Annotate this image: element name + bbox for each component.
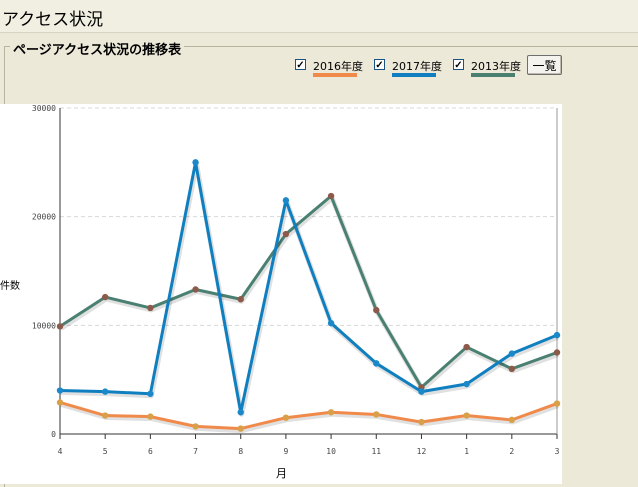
series-line-2013年度 xyxy=(59,194,558,389)
data-point xyxy=(373,360,380,367)
x-tick-label: 11 xyxy=(371,447,381,456)
legend-label-2017: 2017年度 xyxy=(392,60,442,73)
x-tick-label: 3 xyxy=(555,447,560,456)
data-point xyxy=(418,388,425,395)
data-point xyxy=(282,414,290,421)
x-tick-label: 1 xyxy=(464,447,469,456)
data-point xyxy=(373,411,380,418)
data-point xyxy=(147,390,154,397)
list-view-button[interactable]: 一覧 xyxy=(527,55,562,75)
data-point xyxy=(237,409,244,416)
page-title: アクセス状況 xyxy=(2,10,104,30)
legend-swatch-2016 xyxy=(313,73,357,77)
data-point xyxy=(56,387,64,394)
data-point xyxy=(553,400,561,407)
checkbox-2016[interactable]: ✓ xyxy=(295,59,306,71)
y-tick-label: 0 xyxy=(51,430,56,439)
checkmark-icon: ✓ xyxy=(296,60,305,71)
data-point xyxy=(463,380,470,388)
y-tick-label: 30000 xyxy=(32,104,56,113)
x-tick-label: 6 xyxy=(148,447,153,456)
data-point xyxy=(508,365,516,372)
checkbox-2017[interactable]: ✓ xyxy=(374,59,385,71)
y-tick-label: 10000 xyxy=(32,321,56,330)
series-line-shadow xyxy=(60,161,559,417)
x-tick-label: 8 xyxy=(238,447,243,456)
data-point xyxy=(327,319,335,327)
x-tick-label: 10 xyxy=(326,447,336,456)
data-point xyxy=(56,399,64,406)
data-point xyxy=(282,230,290,238)
data-point xyxy=(147,304,154,312)
data-point xyxy=(508,350,516,357)
legend-label-2016: 2016年度 xyxy=(313,60,363,73)
data-point xyxy=(237,296,244,303)
data-point xyxy=(237,425,244,432)
data-point xyxy=(553,331,561,339)
data-point xyxy=(373,306,380,314)
legend-swatch-2017 xyxy=(392,73,436,77)
x-tick-label: 2 xyxy=(509,447,514,456)
legend-label-2013: 2013年度 xyxy=(471,60,521,73)
checkbox-2013[interactable]: ✓ xyxy=(453,59,464,71)
x-tick-label: 9 xyxy=(283,447,288,456)
series-line-2016年度 xyxy=(59,401,558,431)
group-title: ページアクセス状況の推移表 xyxy=(10,39,185,58)
data-point xyxy=(101,412,109,419)
data-point xyxy=(327,409,335,416)
data-point xyxy=(553,349,561,356)
x-tick-label: 5 xyxy=(103,447,108,456)
legend-swatch-2013 xyxy=(471,73,515,77)
data-point xyxy=(463,412,470,419)
data-point xyxy=(192,159,199,166)
y-tick-label: 20000 xyxy=(32,213,56,222)
x-tick-label: 7 xyxy=(193,447,198,456)
x-tick-label: 12 xyxy=(417,447,427,456)
series-line-shadow xyxy=(60,402,559,434)
y-axis-label: 件数 xyxy=(0,281,20,292)
x-axis-label: 月 xyxy=(276,467,287,480)
data-point xyxy=(147,413,154,420)
data-point xyxy=(101,293,109,301)
checkmark-icon: ✓ xyxy=(454,60,463,71)
data-point xyxy=(508,416,516,424)
data-point xyxy=(101,388,109,395)
data-point xyxy=(282,197,290,204)
series-line-2017年度 xyxy=(59,160,558,414)
data-point xyxy=(418,418,425,426)
x-tick-label: 4 xyxy=(58,447,63,456)
series-line-shadow xyxy=(59,195,559,392)
data-point xyxy=(327,192,335,200)
data-point xyxy=(463,343,470,351)
checkmark-icon: ✓ xyxy=(375,60,384,71)
data-point xyxy=(56,323,64,330)
data-point xyxy=(192,286,199,293)
chart-background xyxy=(0,104,562,484)
page-header: アクセス状況 xyxy=(0,0,638,33)
data-point xyxy=(192,423,199,430)
